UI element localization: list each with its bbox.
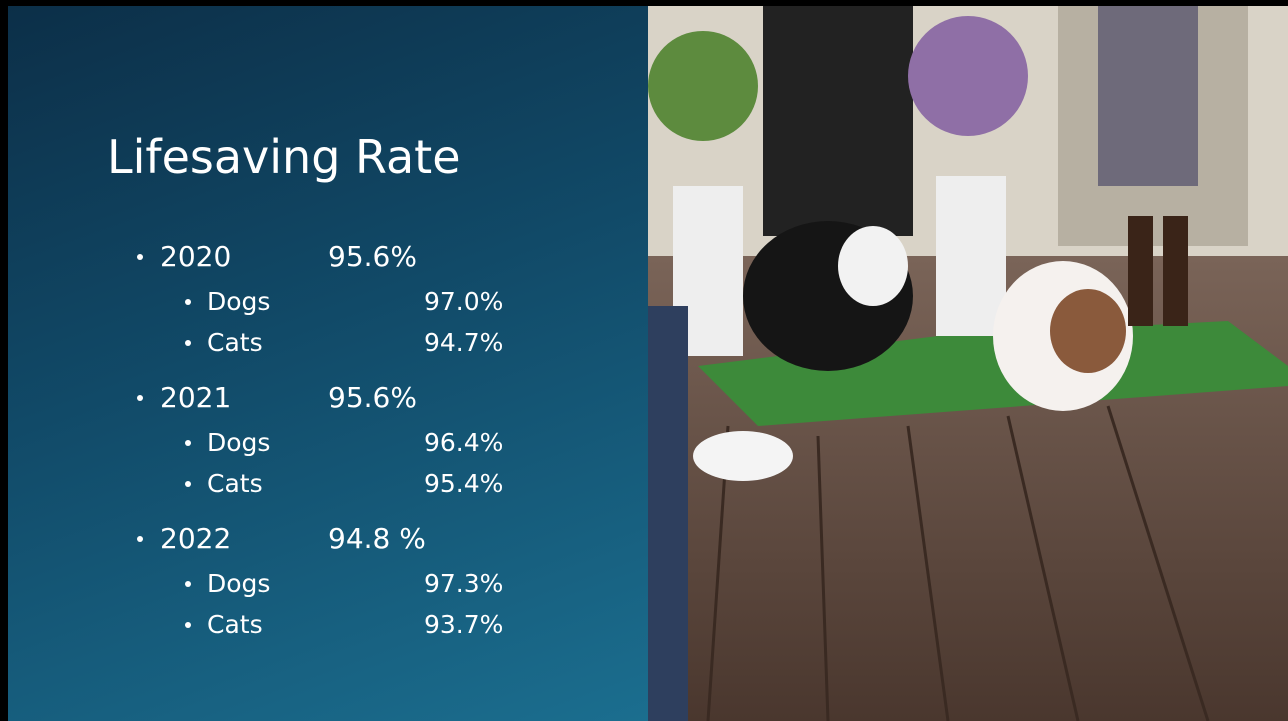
year-label: 2020 (160, 243, 231, 271)
species-rate: 97.3% (424, 571, 503, 596)
bullet (185, 299, 191, 305)
bullet (185, 581, 191, 587)
species-rate: 95.4% (424, 471, 503, 496)
bullet (137, 254, 143, 260)
person-leg (648, 306, 688, 721)
shoe (693, 431, 793, 481)
bullet (185, 440, 191, 446)
year-rate: 95.6% (328, 384, 417, 412)
year-label: 2022 (160, 525, 231, 553)
bulldog-face (1050, 289, 1126, 373)
species-label: Cats (207, 471, 263, 496)
flowers (648, 31, 758, 141)
photo (648, 6, 1288, 721)
bullet (137, 536, 143, 542)
species-rate: 96.4% (424, 430, 503, 455)
species-label: Cats (207, 612, 263, 637)
year-label: 2021 (160, 384, 231, 412)
bullet (137, 395, 143, 401)
species-label: Dogs (207, 430, 270, 455)
pillar (936, 176, 1006, 336)
year-rate: 95.6% (328, 243, 417, 271)
species-label: Dogs (207, 289, 270, 314)
slide: Lifesaving Rate 2020 95.6% Dogs 97.0% Cats 94… (0, 0, 1288, 721)
text-panel: Lifesaving Rate 2020 95.6% Dogs 97.0% Cats 94… (8, 6, 648, 721)
species-label: Cats (207, 330, 263, 355)
species-rate: 97.0% (424, 289, 503, 314)
bullet (185, 340, 191, 346)
speaker (763, 6, 913, 236)
boot (1128, 216, 1153, 326)
species-label: Dogs (207, 571, 270, 596)
dog-face (838, 226, 908, 306)
person (1098, 6, 1198, 186)
species-rate: 93.7% (424, 612, 503, 637)
bullet (185, 622, 191, 628)
slide-title: Lifesaving Rate (107, 134, 461, 180)
boot (1163, 216, 1188, 326)
species-rate: 94.7% (424, 330, 503, 355)
year-rate: 94.8 % (328, 525, 426, 553)
flowers (908, 16, 1028, 136)
bullet (185, 481, 191, 487)
